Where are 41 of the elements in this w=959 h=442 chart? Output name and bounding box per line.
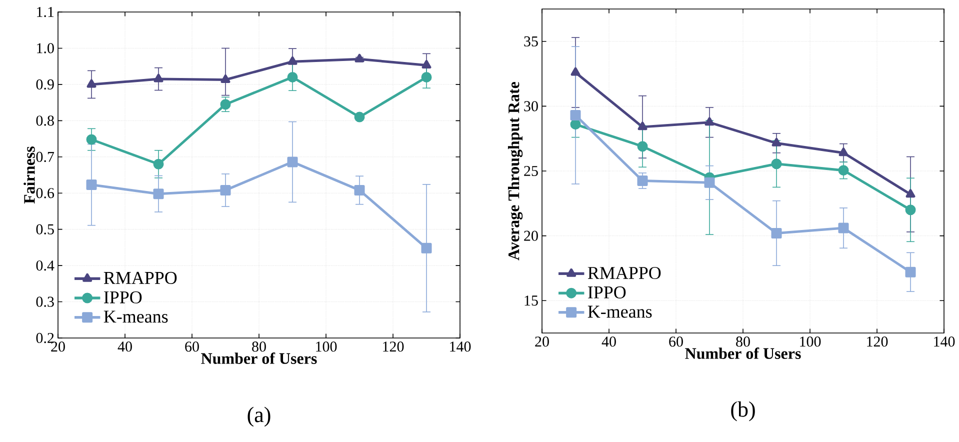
- x-tick-label: 120: [383, 342, 404, 352]
- legend-label: IPPO: [104, 291, 142, 304]
- legend-label: K-means: [588, 306, 652, 318]
- y-tick-label: 1.1: [37, 6, 54, 18]
- x-tick-label: 60: [185, 342, 199, 352]
- x-tick-label: 60: [669, 336, 683, 347]
- x-tick-label: 80: [252, 342, 266, 352]
- text: (b): [731, 401, 755, 422]
- y-tick-label: 0.9: [36, 79, 54, 90]
- x-tick-label: 80: [736, 336, 750, 347]
- x-axis-title: Number of Users: [685, 348, 801, 359]
- x-tick-label: 20: [535, 336, 549, 347]
- x-tick-label: 100: [800, 336, 821, 347]
- y-tick-label: 0.3: [36, 296, 54, 307]
- y-tick-label: 0.7: [36, 152, 54, 162]
- y-tick-label: 25: [524, 166, 538, 176]
- y-tick-label: 0.8: [36, 116, 54, 126]
- y-tick-label: 35: [524, 36, 538, 46]
- legend-label: K-means: [104, 310, 168, 323]
- y-axis-title: Average Throughput Rate: [508, 82, 523, 260]
- y-tick-label: 20: [524, 230, 538, 241]
- x-tick-label: 120: [867, 336, 888, 347]
- x-tick-label: 20: [51, 342, 65, 352]
- x-tick-label: 40: [602, 336, 616, 347]
- y-axis-title: Fairness: [24, 146, 35, 204]
- y-tick-label: 1.0: [37, 43, 54, 54]
- legend-label: RMAPPO: [588, 266, 661, 280]
- y-tick-label: 0.5: [36, 224, 54, 234]
- x-tick-label: 140: [934, 336, 955, 347]
- x-axis-title: Number of Users: [201, 352, 317, 364]
- legend-label: IPPO: [588, 286, 626, 298]
- x-tick-label: 140: [450, 342, 471, 352]
- legend-label: RMAPPO: [104, 272, 177, 284]
- x-tick-label: 40: [118, 342, 132, 352]
- y-tick-label: 0.6: [36, 188, 54, 198]
- y-tick-label: 30: [524, 101, 538, 112]
- text: (a): [248, 406, 270, 427]
- y-tick-label: 0.2: [36, 332, 54, 344]
- x-tick-label: 100: [316, 342, 337, 352]
- y-tick-label: 15: [524, 296, 538, 306]
- y-tick-label: 0.4: [36, 260, 54, 271]
